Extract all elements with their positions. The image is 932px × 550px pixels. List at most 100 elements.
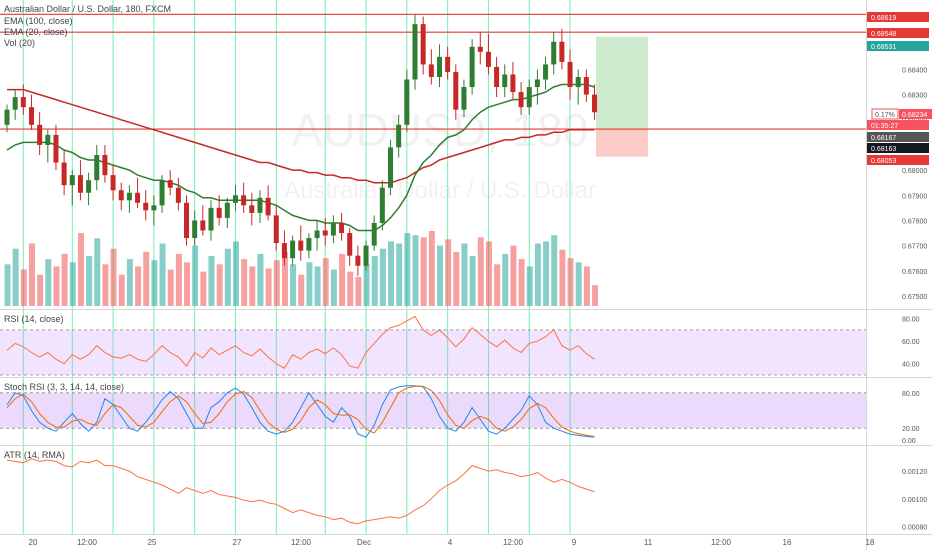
- candle-body: [232, 195, 238, 203]
- atr-tick-label: 0.00080: [902, 524, 927, 531]
- atr-tick-label: 0.00100: [902, 497, 927, 504]
- price-badge: [867, 120, 929, 130]
- candle-body: [216, 207, 222, 218]
- candle-body: [526, 87, 532, 108]
- time-tick-label: 16: [783, 538, 792, 547]
- rsi-tick-label: 80.00: [902, 317, 920, 324]
- candle-body: [224, 202, 230, 218]
- price-tick-label: 0.67600: [902, 269, 927, 276]
- candle-body: [241, 195, 247, 206]
- long-position-box[interactable]: [596, 36, 648, 157]
- volume-bar: [543, 241, 550, 306]
- candle-body: [363, 245, 369, 266]
- volume-bar: [184, 262, 191, 306]
- volume-bar: [371, 256, 378, 306]
- volume-bar: [53, 266, 60, 306]
- indicator-band: [0, 392, 866, 429]
- time-tick-label: 4: [448, 538, 453, 547]
- volume-bar: [77, 233, 84, 306]
- candle-body: [559, 41, 565, 62]
- volume-bar: [445, 239, 452, 306]
- volume-bar: [61, 253, 68, 306]
- price-tick-label: 0.67700: [902, 244, 927, 251]
- position-profit-zone: [596, 36, 648, 130]
- candle-body: [347, 233, 353, 256]
- time-tick-label: 12:00: [711, 538, 732, 547]
- legend-volume[interactable]: Vol (20): [4, 38, 35, 48]
- candle-body: [306, 238, 312, 251]
- volume-bar: [502, 253, 509, 306]
- volume-bar: [363, 264, 370, 306]
- volume-bar: [151, 260, 158, 306]
- volume-bar: [396, 243, 403, 306]
- price-badge: [867, 12, 929, 22]
- horizontal-price-lines[interactable]: [0, 13, 866, 130]
- volume-bar: [575, 262, 582, 306]
- candle-body: [273, 215, 279, 244]
- volume-bar: [159, 243, 166, 306]
- candle-body: [110, 175, 116, 191]
- candle-body: [575, 76, 581, 88]
- price-badge: [867, 143, 929, 153]
- volume-bar: [551, 235, 558, 306]
- volume-bar: [355, 276, 362, 306]
- candle-body: [135, 192, 141, 203]
- price-badge-label: 0.68619: [871, 15, 896, 22]
- time-tick-label: Dec: [357, 538, 371, 547]
- volume-bar: [69, 262, 76, 306]
- candle-body: [208, 207, 214, 231]
- candle-body: [28, 107, 34, 125]
- candlesticks: [4, 14, 598, 276]
- time-tick-label: 25: [148, 538, 157, 547]
- candle-body: [77, 175, 83, 193]
- volume-bar: [583, 266, 590, 306]
- candle-body: [4, 109, 10, 125]
- rsi-label[interactable]: RSI (14, close): [4, 314, 64, 324]
- indicator-band: [0, 329, 866, 375]
- volume-bar: [45, 259, 52, 306]
- atr-label[interactable]: ATR (14, RMA): [4, 450, 65, 460]
- volume-bar: [339, 253, 346, 306]
- price-badge: [867, 132, 929, 142]
- price-tick-label: 0.67500: [902, 294, 927, 301]
- volume-bar: [232, 241, 239, 306]
- stoch-tick-label: 20.00: [902, 426, 920, 433]
- legend-ema100[interactable]: EMA (100, close): [4, 16, 73, 26]
- candle-body: [192, 220, 198, 239]
- position-loss-zone: [596, 129, 648, 157]
- time-tick-label: 11: [644, 538, 653, 547]
- rsi-tick-label: 60.00: [902, 339, 920, 346]
- volume-bar: [175, 253, 182, 306]
- indicator-line: [6, 385, 595, 438]
- volume-bar: [167, 269, 174, 306]
- volume-bar: [12, 248, 19, 306]
- candle-body: [445, 56, 451, 72]
- candle-body: [551, 41, 557, 65]
- candle-body: [167, 180, 173, 188]
- time-tick-label: 12:00: [77, 538, 98, 547]
- volume-bar: [257, 253, 264, 306]
- rsi-pane: [0, 315, 866, 376]
- candle-body: [461, 87, 467, 110]
- watermark-symbol: AUDUSD, 180: [292, 104, 589, 156]
- stoch-rsi-label[interactable]: Stoch RSI (3, 3, 14, 14, close): [4, 382, 124, 392]
- time-axis[interactable]: 20 12:00 25 27 12:00 Dec 4 12:00 9 11 12:00 16 18: [29, 538, 875, 547]
- price-badge-label: 0.68548: [871, 31, 896, 38]
- legend-ema20[interactable]: EMA (20, close): [4, 27, 68, 37]
- volume-bar: [143, 251, 150, 306]
- volume-bar: [20, 269, 27, 306]
- volume-bar: [567, 258, 574, 306]
- candle-body: [436, 56, 442, 77]
- candle-body: [265, 197, 271, 216]
- volume-bar: [306, 262, 313, 306]
- candle-body: [469, 46, 475, 88]
- volume-bar: [265, 268, 272, 306]
- candle-body: [143, 202, 149, 211]
- time-tick-label: 18: [866, 538, 875, 547]
- candle-body: [69, 175, 75, 186]
- candle-body: [20, 97, 26, 108]
- price-axis[interactable]: 0.684000.683000.682000.681000.680000.679…: [867, 12, 932, 531]
- price-badge-label: 0.68163: [871, 146, 896, 153]
- volume-bar: [273, 260, 280, 306]
